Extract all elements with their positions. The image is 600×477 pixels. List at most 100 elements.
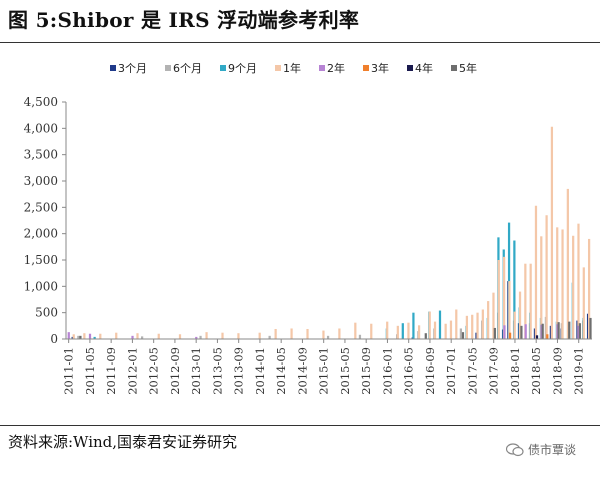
legend-swatch-5 [363, 65, 369, 71]
bar-3年-2017-12 [508, 332, 512, 339]
bar-5年-2016-08 [424, 333, 427, 339]
watermark: 债市覃谈 [505, 441, 576, 458]
bar-1年-2011-10 [115, 332, 118, 339]
figure-title: 图 5:Shibor 是 IRS 浮动端参考利率 [8, 8, 360, 32]
bar-1年-2017-04 [465, 315, 469, 339]
bar-5年-2019-01 [578, 323, 581, 339]
y-tick-label: 500 [35, 306, 58, 320]
bar-1年-2017-09 [492, 292, 495, 339]
x-tick-label: 2011-09 [104, 347, 118, 395]
legend-swatch-6 [407, 65, 413, 71]
y-tick-label: 1,000 [24, 279, 58, 293]
bar-1年-2014-07 [290, 328, 293, 339]
bar-6个月-2012-03 [141, 336, 144, 339]
legend-swatch-4 [319, 65, 325, 71]
bar-1年-2017-01 [449, 320, 453, 339]
bar-5年-2017-09 [493, 327, 496, 339]
legend-label-7: 5年 [459, 61, 477, 75]
bar-1年-2019-03 [587, 238, 591, 339]
x-tick-label: 2015-05 [338, 347, 352, 395]
bar-1年-2018-10 [561, 229, 564, 339]
bar-1年-2013-09 [237, 333, 240, 339]
bar-1年-2018-11 [566, 188, 569, 339]
bar-1年-2018-07 [545, 215, 548, 339]
y-tick-label: 2,000 [24, 227, 58, 241]
x-tick-label: 2013-05 [210, 347, 224, 395]
bar-1年-2018-04 [529, 263, 532, 339]
bar-1年-2013-03 [205, 332, 208, 339]
bar-6个月-2017-03 [459, 328, 463, 339]
bar-1年-2017-05 [471, 314, 474, 339]
bar-5年-2018-11 [568, 321, 571, 339]
y-axis: 0 500 1,000 1,500 2,000 2,500 3,000 3,500 4,000 4… [24, 95, 67, 346]
x-tick-label: 2018-05 [529, 347, 543, 395]
bar-1年-2019-02 [582, 267, 585, 339]
legend-label-5: 3年 [371, 61, 389, 75]
bar-1年-2017-06 [476, 312, 479, 339]
bar-1年-2017-11 [502, 256, 506, 339]
legend-swatch-1 [165, 65, 171, 71]
bar-1年-2018-12 [572, 235, 575, 339]
chart-legend: 3个月 6个月 9个月 1年 2年 3年 4年 5年 [110, 61, 477, 75]
legend-swatch-2 [220, 65, 226, 71]
bar-2年-2013-01 [195, 336, 198, 339]
x-tick-label: 2014-01 [253, 347, 267, 395]
bar-5年-2018-09 [557, 322, 560, 339]
bar-1年-2016-12 [444, 323, 447, 339]
bar-1年-2015-04 [338, 328, 341, 339]
bar-2年-2011-05 [88, 333, 92, 339]
x-tick-label: 2014-09 [295, 347, 309, 395]
bar-6个月-2015-02 [326, 335, 330, 339]
bar-1年-2014-10 [306, 328, 309, 339]
y-tick-label: 2,500 [24, 200, 58, 214]
x-tick-label: 2016-09 [423, 347, 437, 395]
bar-6个月-2013-02 [199, 335, 202, 339]
bar-1年-2013-06 [221, 332, 224, 339]
x-tick-label: 2015-01 [317, 347, 331, 395]
x-tick-label: 2016-01 [380, 347, 394, 395]
bar-9个月-2016-04 [401, 323, 404, 339]
bar-9个月-2011-06 [93, 336, 96, 339]
legend-swatch-0 [110, 65, 116, 71]
source-note: 资料来源:Wind,国泰君安证券研究 [8, 433, 238, 451]
bar-1年-2018-05 [534, 205, 538, 339]
legend-label-6: 4年 [415, 61, 433, 75]
bar-2年-2017-11 [503, 325, 506, 339]
bar-1年-2015-01 [322, 330, 325, 339]
x-tick-label: 2017-09 [487, 347, 501, 395]
legend-label-2: 9个月 [228, 62, 257, 75]
bar-5年-2018-02 [520, 325, 523, 339]
bar-1年-2018-09 [556, 227, 559, 339]
bar-1年-2015-10 [370, 323, 373, 339]
wechat-icon [505, 442, 524, 457]
bar-9个月-2016-06 [412, 312, 415, 339]
x-tick-label: 2013-09 [232, 347, 246, 395]
bar-1年-2012-02 [136, 333, 139, 339]
bar-1年-2016-01 [386, 321, 389, 339]
x-tick-label: 2012-01 [125, 347, 139, 395]
x-tick-label: 2013-01 [189, 347, 203, 395]
y-tick-label: 4,000 [24, 121, 58, 135]
legend-swatch-3 [275, 65, 281, 71]
y-tick-label: 3,500 [24, 148, 58, 162]
bars [67, 126, 592, 339]
bar-2年-2011-01 [67, 332, 70, 339]
bar-1年-2016-05 [407, 322, 410, 339]
y-tick-label: 1,500 [24, 253, 58, 267]
x-tick-label: 2014-05 [274, 347, 288, 395]
bar-1年-2018-02 [518, 291, 522, 339]
bar-1年-2017-07 [481, 309, 484, 339]
bar-1年-2011-02 [72, 334, 75, 339]
watermark-label: 债市覃谈 [527, 443, 576, 457]
bar-3年-2018-07 [546, 334, 549, 339]
bar-1年-2016-07 [417, 325, 421, 339]
bar-1年-2016-09 [428, 311, 431, 339]
bar-6个月-2014-03 [268, 335, 271, 339]
bar-1年-2014-01 [258, 332, 261, 339]
bottom-rule [0, 425, 600, 426]
bar-1年-2016-03 [396, 325, 399, 339]
bar-1年-2015-07 [354, 322, 357, 339]
bar-5年-2019-03 [589, 317, 592, 339]
legend-label-0: 3个月 [118, 62, 147, 75]
x-tick-label: 2017-05 [466, 347, 480, 395]
